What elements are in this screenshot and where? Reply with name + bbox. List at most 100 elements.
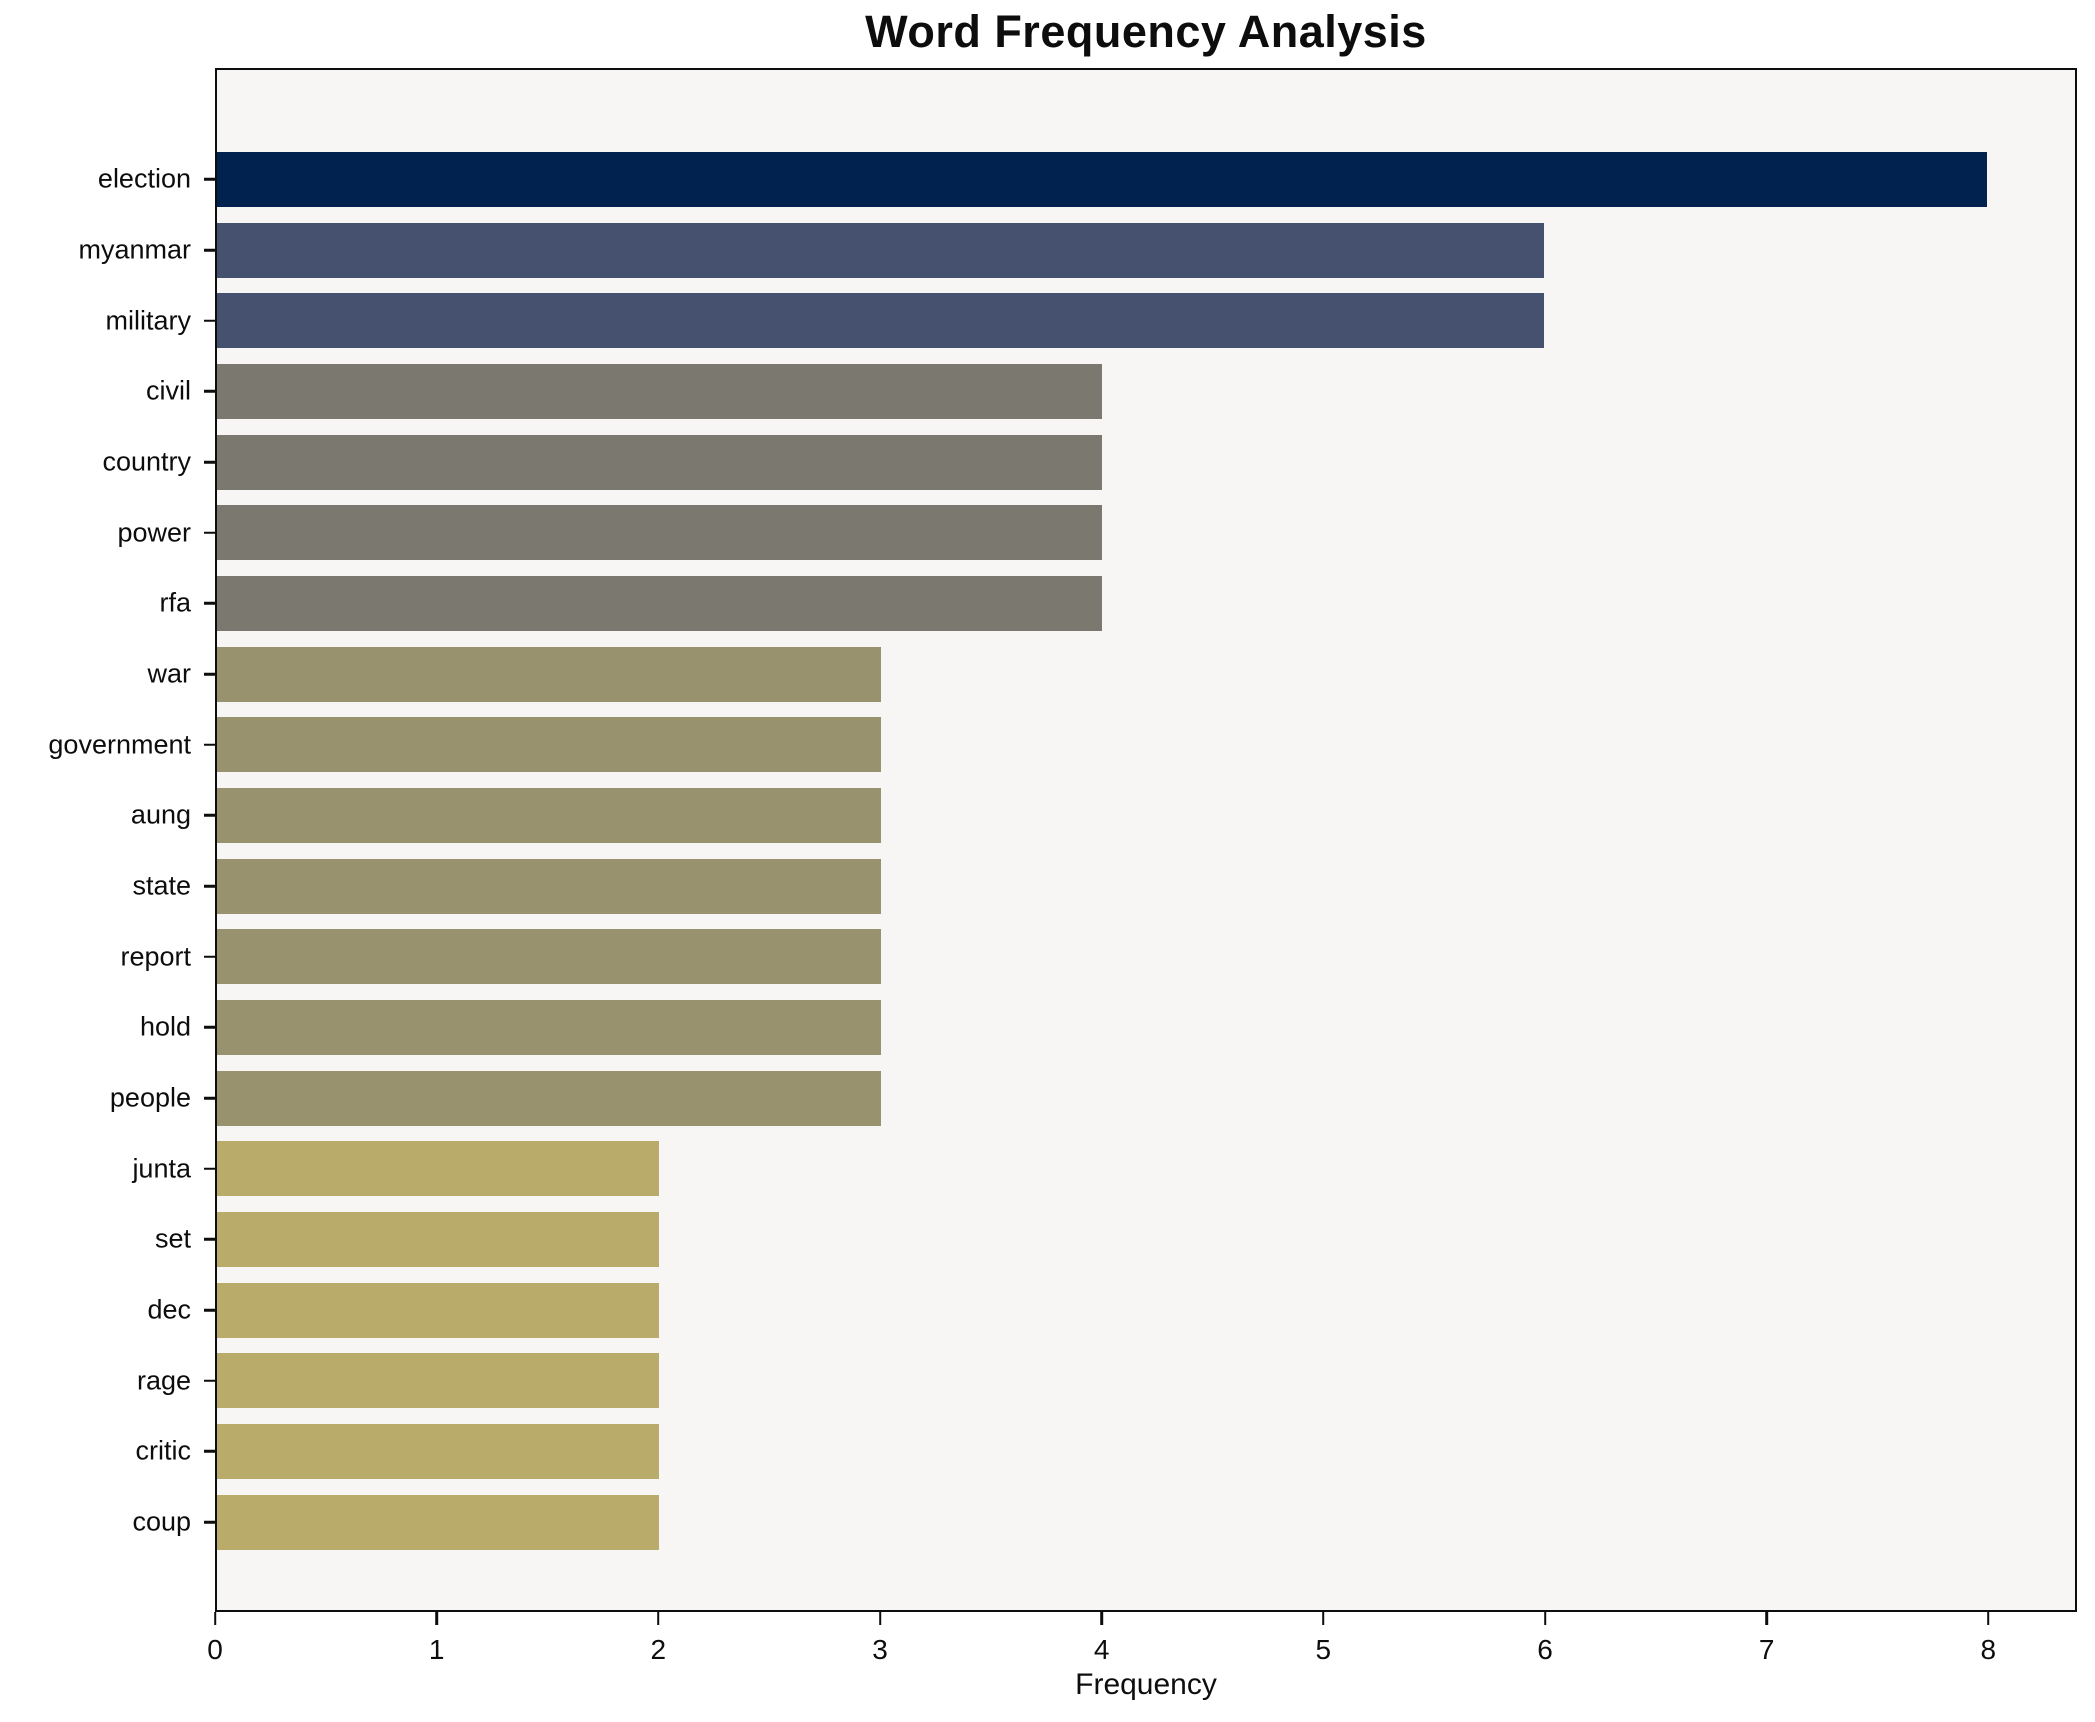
x-tick-mark <box>878 1612 882 1625</box>
bar-row: junta <box>132 1133 2075 1204</box>
y-tick-mark <box>203 460 215 464</box>
x-tick-label: 0 <box>207 1634 223 1665</box>
y-axis-category-label: government <box>48 729 191 760</box>
x-tick: 4 <box>1093 1612 1110 1666</box>
y-axis-category-label: country <box>102 446 191 477</box>
y-axis-category-label: report <box>120 941 191 972</box>
y-axis-category-label: rage <box>136 1365 191 1396</box>
y-axis-category-label: election <box>97 163 191 194</box>
bar-power <box>217 505 1102 561</box>
bar-dec <box>217 1282 660 1338</box>
bar-junta <box>217 1141 660 1197</box>
bar-row: rfa <box>159 568 2075 639</box>
bar-set <box>217 1211 660 1267</box>
y-tick-mark <box>203 1238 215 1241</box>
y-axis-category-label: civil <box>146 375 191 406</box>
bar-report <box>217 929 881 985</box>
bar-people <box>217 1070 881 1126</box>
y-axis-category-label: people <box>109 1082 191 1113</box>
bar-row: power <box>117 497 2075 568</box>
y-tick-mark <box>203 743 215 746</box>
bar-war <box>217 646 881 702</box>
bar-state <box>217 858 881 914</box>
y-tick-mark <box>203 1026 215 1029</box>
y-tick-mark <box>203 884 215 888</box>
x-tick: 1 <box>428 1612 445 1666</box>
x-tick-label: 2 <box>650 1634 667 1665</box>
x-tick-mark <box>1765 1612 1768 1625</box>
y-tick-mark <box>203 602 215 605</box>
bar-row: report <box>120 921 2075 992</box>
y-axis-category-label: set <box>154 1223 191 1254</box>
x-tick: 2 <box>650 1612 667 1666</box>
y-tick-mark <box>203 1167 215 1170</box>
y-axis-category-label: aung <box>130 799 191 830</box>
x-tick-mark <box>1543 1612 1547 1625</box>
x-tick-mark <box>1322 1612 1325 1625</box>
bar-government <box>217 717 881 773</box>
bar-election <box>217 151 1987 207</box>
y-tick-mark <box>203 1379 215 1382</box>
y-tick-mark <box>203 248 215 252</box>
y-tick-mark <box>203 1520 215 1524</box>
bar-row: state <box>132 851 2075 922</box>
bar-row: critic <box>136 1416 2075 1487</box>
bar-row: dec <box>147 1275 2075 1346</box>
bar-row: war <box>147 639 2075 710</box>
y-axis-category-label: critic <box>135 1435 192 1466</box>
bar-row: election <box>98 144 2075 215</box>
bar-rage <box>217 1353 660 1409</box>
x-axis: 0 1 2 3 4 5 6 7 8 <box>207 1612 2077 1682</box>
x-tick-label: 7 <box>1758 1634 1775 1665</box>
x-tick-label: 1 <box>428 1634 445 1665</box>
x-tick-label: 5 <box>1315 1634 1332 1665</box>
chart-title: Word Frequency Analysis <box>865 6 1427 57</box>
bar-row: government <box>48 709 2075 780</box>
y-axis-category-label: hold <box>139 1011 191 1042</box>
y-tick-mark <box>203 319 215 322</box>
x-tick: 6 <box>1537 1612 1553 1666</box>
x-tick-label: 4 <box>1093 1634 1110 1665</box>
bar-row: set <box>155 1204 2075 1275</box>
y-tick-mark <box>203 955 215 958</box>
bar-hold <box>217 999 881 1055</box>
x-tick-mark <box>657 1612 660 1625</box>
y-tick-mark <box>203 1308 215 1312</box>
bar-row: coup <box>132 1487 2075 1558</box>
bar-military <box>217 293 1545 349</box>
x-tick-mark <box>1987 1612 1990 1625</box>
bar-civil <box>217 363 1102 419</box>
bar-row: people <box>110 1063 2075 1134</box>
y-tick-mark <box>203 1450 215 1453</box>
y-axis-category-label: state <box>132 870 191 901</box>
x-tick-label: 3 <box>872 1634 888 1665</box>
bar-row: aung <box>131 780 2075 851</box>
x-tick-mark <box>1100 1612 1103 1625</box>
plot-area: election myanmar military civil country power… <box>48 68 2077 1612</box>
bar-coup <box>217 1494 660 1550</box>
y-axis-category-label: junta <box>132 1153 191 1184</box>
y-tick-mark <box>203 814 215 817</box>
x-tick: 7 <box>1758 1612 1775 1666</box>
bar-row: country <box>102 427 2075 498</box>
y-tick-mark <box>203 672 215 676</box>
x-tick: 5 <box>1315 1612 1332 1666</box>
y-axis-category-label: rfa <box>159 587 191 618</box>
x-tick: 8 <box>1980 1612 1997 1666</box>
bar-row: hold <box>140 992 2075 1063</box>
x-tick-label: 6 <box>1537 1634 1553 1665</box>
y-axis-category-label: military <box>105 305 192 336</box>
bar-row: myanmar <box>78 215 2075 286</box>
y-tick-mark <box>203 531 215 534</box>
y-axis-category-label: myanmar <box>78 234 191 265</box>
y-axis-category-label: coup <box>132 1506 191 1537</box>
x-tick-label: 8 <box>1980 1634 1997 1665</box>
y-axis-category-label: power <box>117 517 191 548</box>
x-tick-mark <box>213 1612 217 1625</box>
bar-critic <box>217 1423 660 1479</box>
x-axis-title: Frequency <box>1075 1668 1217 1701</box>
bar-rfa <box>217 575 1102 631</box>
y-tick-mark <box>203 1096 215 1100</box>
y-axis-category-label: dec <box>147 1294 191 1325</box>
